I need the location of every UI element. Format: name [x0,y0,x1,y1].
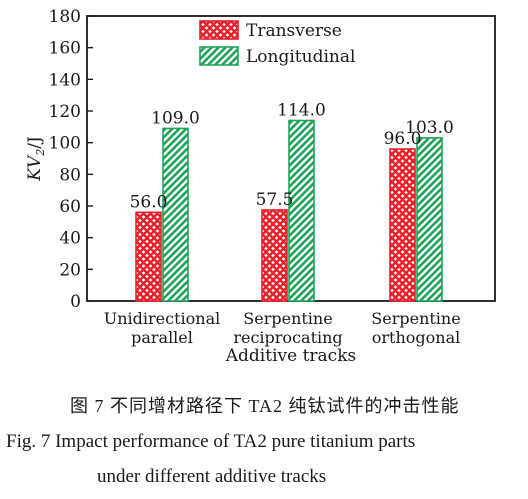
bar-transverse-2 [261,209,288,302]
y-tick-label: 60 [59,197,81,217]
y-tick-label: 20 [59,260,81,280]
y-tick-label: 160 [49,39,81,59]
data-label: 103.0 [405,118,454,138]
bar-transverse-1 [135,211,162,302]
bar-transverse-3 [389,148,416,302]
legend-label-transverse: Transverse [246,21,342,41]
labels: 0 20 40 60 80 100 120 140 160 180 KV2/J 56.0 57.5 96.… [25,7,461,366]
data-label: 57.5 [256,190,294,210]
impact-bar-chart: 0 20 40 60 80 100 120 140 160 180 KV2/J 56.0 57.5 96.… [25,7,496,366]
y-axis-label: KV2/J [25,136,47,182]
y-tick-label: 180 [49,7,81,27]
y-tick-label: 0 [70,292,81,312]
category-label: reciprocating [233,328,342,347]
caption-chinese: 图 7 不同增材路径下 TA2 纯钛试件的冲击性能 [70,396,460,416]
bar-longitudinal-2 [288,119,315,302]
y-tick-label: 140 [49,70,81,90]
data-label: 114.0 [277,101,326,121]
caption-english-line1: Fig. 7 Impact performance of TA2 pure ti… [6,431,416,452]
category-label: orthogonal [372,328,460,347]
y-tick-label: 40 [59,229,81,249]
bar-longitudinal-3 [416,137,443,302]
data-label: 56.0 [130,192,168,212]
bars [135,119,443,302]
legend-swatch-transverse [199,20,239,40]
legend: Transverse Longitudinal [199,20,355,67]
x-axis-label: Additive tracks [225,346,356,366]
data-label: 96.0 [384,129,422,149]
y-tick-label: 80 [59,165,81,185]
caption-english-line2: under different additive tracks [97,466,327,487]
data-label: 109.0 [151,108,200,128]
category-label: Serpentine [371,309,460,328]
category-label: Unidirectional [104,309,220,328]
legend-label-longitudinal: Longitudinal [246,47,355,67]
y-tick-label: 100 [49,134,81,154]
bar-longitudinal-1 [162,127,189,302]
legend-swatch-longitudinal [199,46,239,66]
category-label: Serpentine [243,309,332,328]
y-tick-label: 120 [49,102,81,122]
category-label: parallel [131,328,193,347]
